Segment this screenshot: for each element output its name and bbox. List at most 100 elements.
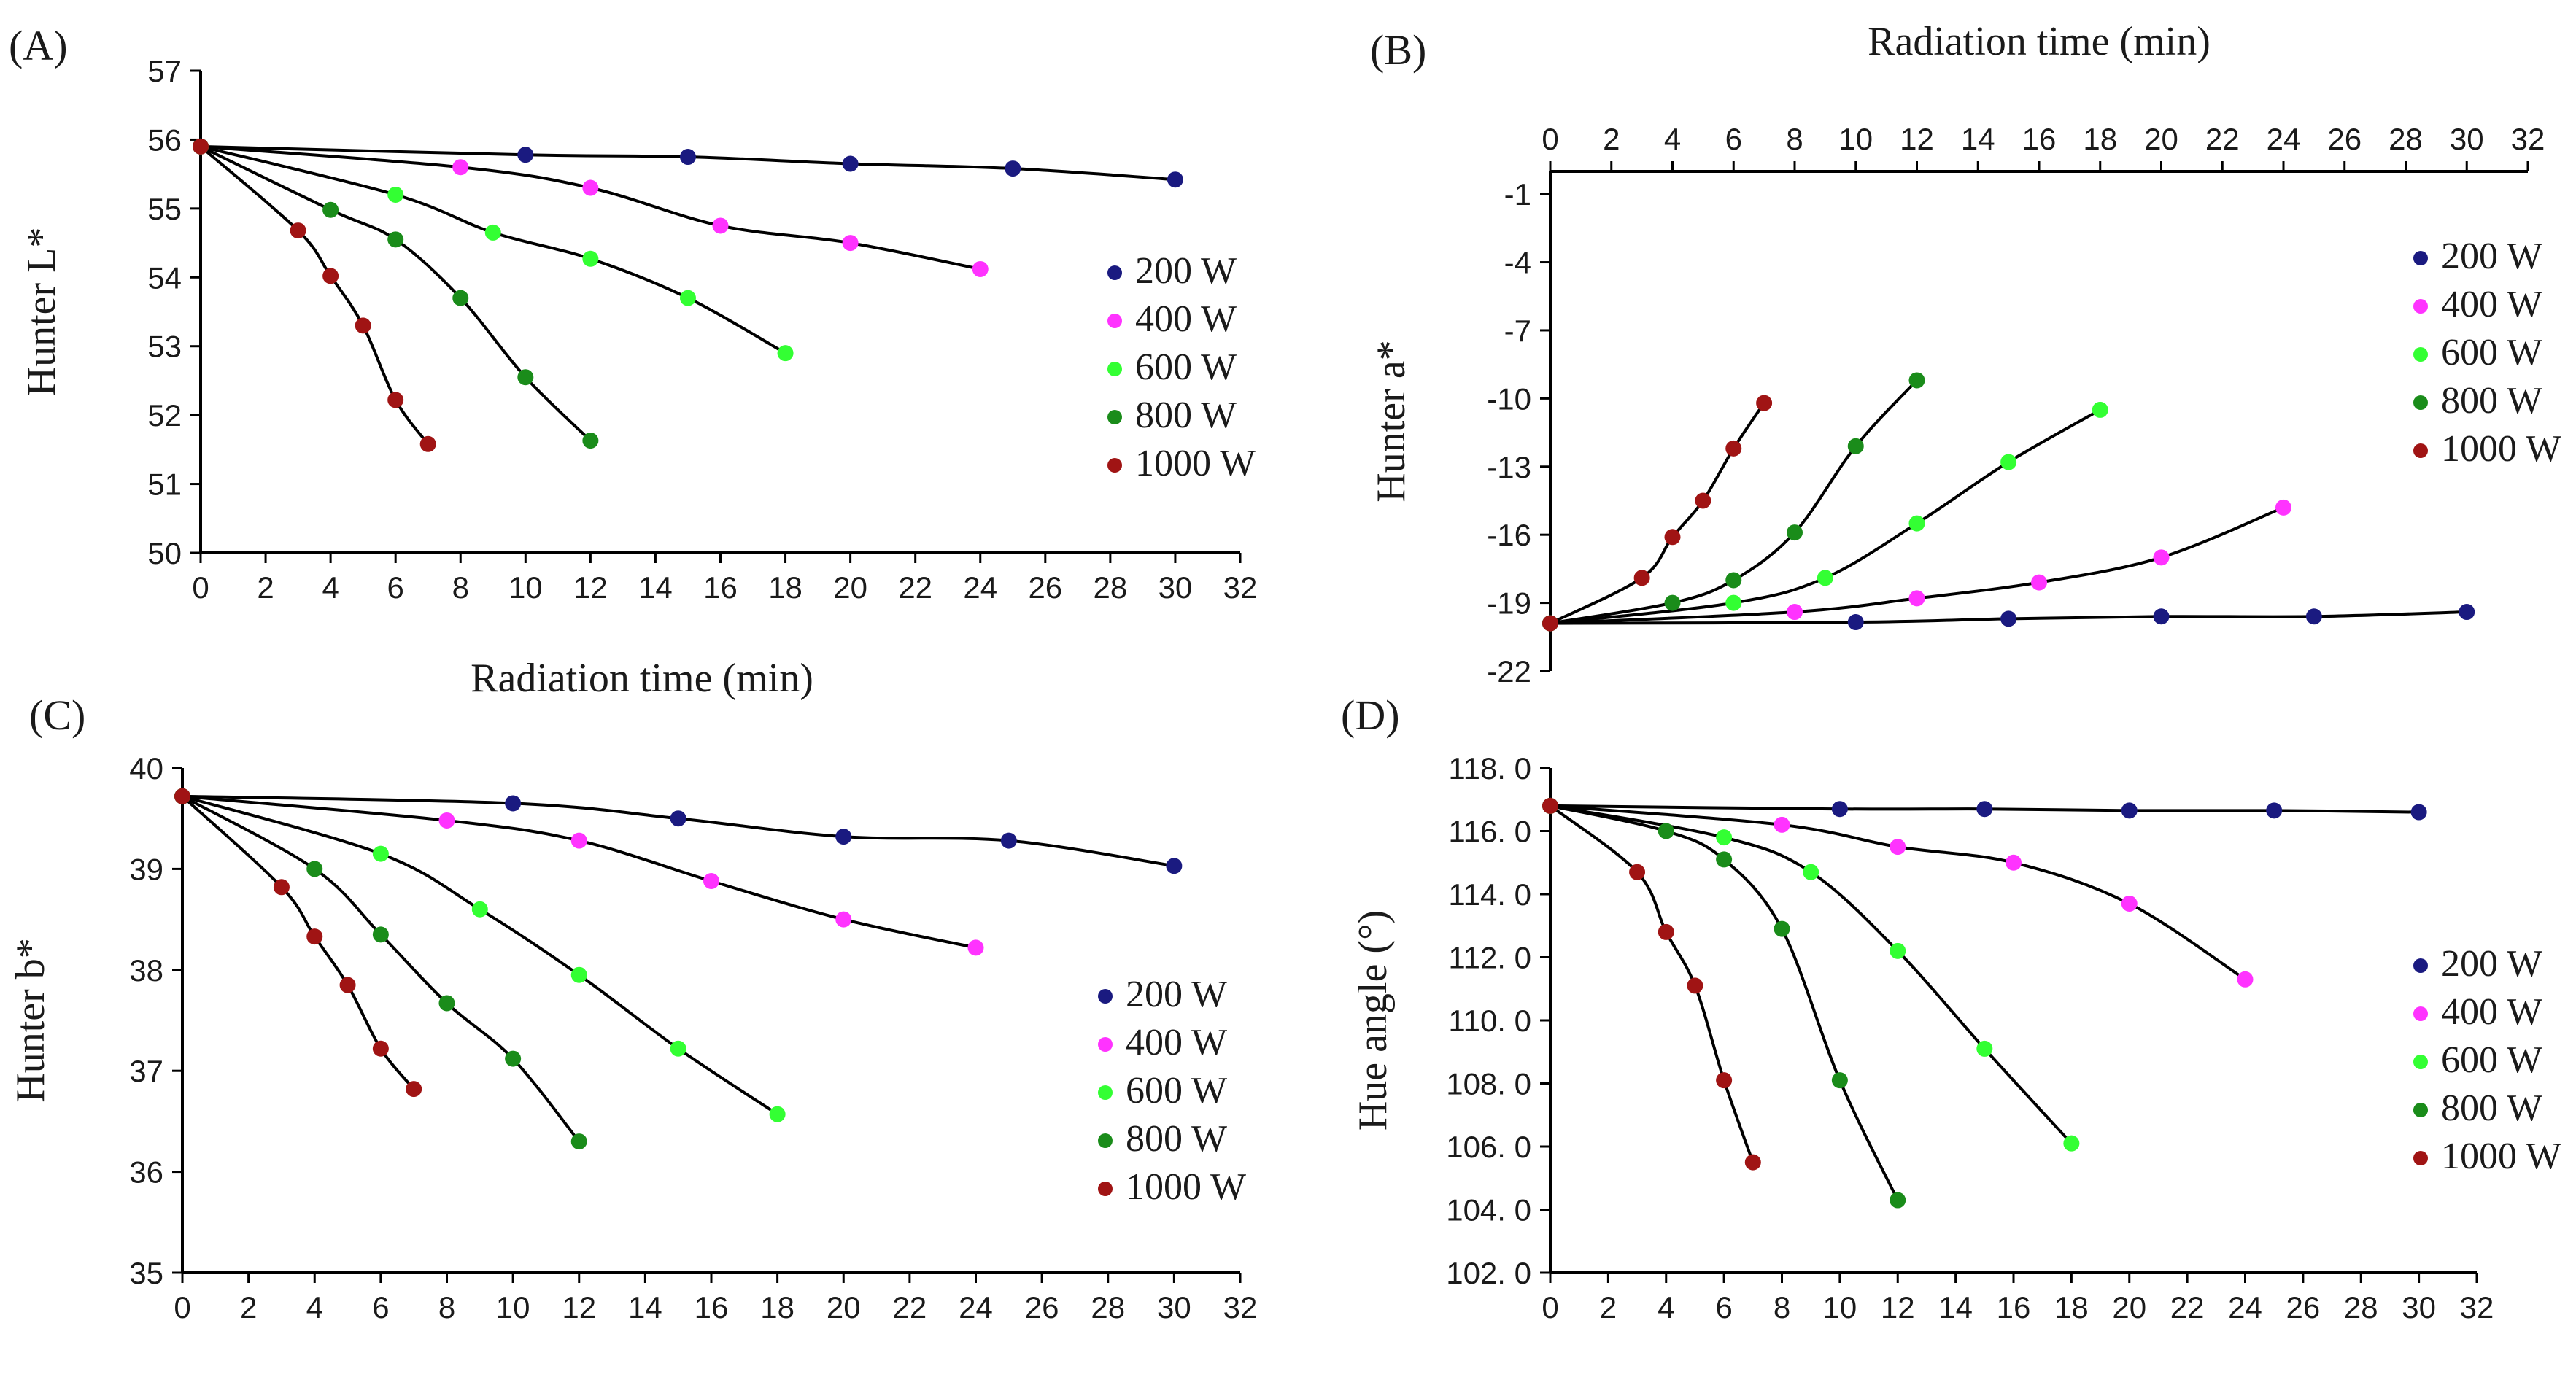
data-point-1000w xyxy=(1716,1072,1733,1089)
data-point-400w xyxy=(703,873,719,890)
x-tick-label: 14 xyxy=(1938,1290,1973,1324)
data-point-400w xyxy=(842,235,859,252)
data-point-200w xyxy=(2410,804,2427,821)
data-point-400w xyxy=(2275,499,2291,516)
data-point-200w xyxy=(2121,802,2138,819)
legend-label: 400 W xyxy=(1126,1022,1227,1063)
x-tick-label: 14 xyxy=(638,570,673,605)
y-tick-label: 35 xyxy=(129,1256,163,1290)
y-tick-label: -13 xyxy=(1487,450,1531,484)
data-point-200w xyxy=(1976,801,1993,818)
data-point-1000w xyxy=(1658,923,1674,940)
x-tick-label: 28 xyxy=(2389,122,2423,156)
panel-label: (C) xyxy=(29,691,85,739)
x-tick-label: 20 xyxy=(2112,1290,2146,1324)
x-tick-label: 0 xyxy=(1542,122,1558,156)
x-tick-label: 22 xyxy=(2205,122,2240,156)
chart-panel-3: (C)0 2 4 6 8 10 12 14 16 18 20 22 24 26 28 30 3235363738… xyxy=(8,691,1257,1324)
x-tick-label: 4 xyxy=(1658,1290,1674,1324)
y-tick-label: -7 xyxy=(1504,314,1531,348)
x-tick-label: 20 xyxy=(833,570,867,605)
data-point-200w xyxy=(2266,802,2283,819)
data-point-200w xyxy=(679,149,696,166)
x-tick-label: 8 xyxy=(452,570,469,605)
data-point-600w xyxy=(387,186,404,203)
fit-line-600w xyxy=(1550,804,2073,1145)
data-point-1000w xyxy=(1664,529,1681,546)
data-point-800w xyxy=(438,995,455,1012)
legend-label: 600 W xyxy=(2441,332,2542,373)
data-point-1000w xyxy=(419,435,436,452)
x-tick-label: 0 xyxy=(174,1290,190,1324)
x-tick-label: 2 xyxy=(240,1290,257,1324)
legend-label: 600 W xyxy=(1135,346,1237,388)
panel-label: (A) xyxy=(9,22,68,69)
data-point-200w xyxy=(2000,610,2017,627)
legend-label: 1000 W xyxy=(2441,428,2561,470)
y-tick-label: -10 xyxy=(1487,381,1531,416)
data-point-1000w xyxy=(387,392,404,408)
data-point-600w xyxy=(1725,594,1742,611)
fit-line-200w xyxy=(182,794,1175,868)
panel-label: (B) xyxy=(1370,26,1426,74)
x-tick-label: 4 xyxy=(1664,122,1681,156)
data-point-400w xyxy=(1774,816,1790,833)
x-tick-label: 32 xyxy=(2460,1290,2494,1324)
data-point-200w xyxy=(2459,604,2475,621)
y-tick-label: 56 xyxy=(147,123,182,157)
x-tick-label: 14 xyxy=(1961,122,1995,156)
y-tick-label: -1 xyxy=(1504,177,1531,212)
legend-label: 1000 W xyxy=(1135,443,1256,484)
legend-marker xyxy=(2413,299,2428,314)
legend-marker xyxy=(2413,1006,2428,1021)
x-axis-title: Radiation time (min) xyxy=(1868,19,2211,64)
legend-label: 600 W xyxy=(1126,1070,1227,1112)
y-tick-label: 116. 0 xyxy=(1448,815,1531,849)
chart-panel-1: (A)0 2 4 6 8 10 12 14 16 18 20 22 24 26 28 30 3250515253… xyxy=(9,22,1257,701)
legend-label: 1000 W xyxy=(1126,1166,1246,1208)
data-point-800w xyxy=(582,433,599,449)
fit-line-1000w xyxy=(1549,804,1755,1163)
data-point-1000w xyxy=(1542,615,1558,632)
data-point-200w xyxy=(1847,614,1864,631)
legend-marker xyxy=(2413,958,2428,973)
legend-marker xyxy=(2413,1103,2428,1117)
legend-marker xyxy=(2413,443,2428,458)
data-point-400w xyxy=(1787,604,1803,621)
y-tick-label: 110. 0 xyxy=(1448,1004,1531,1038)
legend-marker xyxy=(1098,989,1113,1004)
x-tick-label: 6 xyxy=(1715,1290,1732,1324)
data-point-200w xyxy=(835,829,852,845)
y-tick-label: 55 xyxy=(147,192,182,226)
x-tick-label: 16 xyxy=(2022,122,2057,156)
x-tick-label: 20 xyxy=(827,1290,861,1324)
x-tick-label: 4 xyxy=(322,570,339,605)
x-tick-label: 10 xyxy=(508,570,543,605)
data-point-200w xyxy=(842,155,859,172)
data-point-400w xyxy=(2031,574,2047,591)
data-point-800w xyxy=(452,290,469,306)
legend-label: 800 W xyxy=(1135,395,1237,436)
y-tick-label: -16 xyxy=(1487,518,1531,552)
data-point-200w xyxy=(1166,858,1183,874)
data-point-800w xyxy=(517,369,534,386)
legend-marker xyxy=(1107,314,1122,328)
x-tick-label: 22 xyxy=(2170,1290,2205,1324)
x-tick-label: 4 xyxy=(306,1290,323,1324)
data-point-200w xyxy=(2153,608,2170,625)
x-tick-label: 22 xyxy=(898,570,932,605)
x-tick-label: 18 xyxy=(2054,1290,2089,1324)
data-point-400w xyxy=(835,911,852,928)
y-tick-label: 51 xyxy=(147,468,182,502)
x-tick-label: 10 xyxy=(1838,122,1873,156)
x-tick-label: 32 xyxy=(1223,1290,1258,1324)
fit-line-400w xyxy=(1550,804,2246,981)
fit-line-400w xyxy=(1550,505,2284,625)
data-point-200w xyxy=(670,810,686,827)
fit-line-800w xyxy=(200,145,592,442)
fit-line-800w xyxy=(182,795,581,1143)
y-axis-title: Hunter L* xyxy=(19,228,64,397)
fit-line-400w xyxy=(200,144,981,271)
data-point-200w xyxy=(505,795,522,812)
x-tick-label: 16 xyxy=(695,1290,729,1324)
